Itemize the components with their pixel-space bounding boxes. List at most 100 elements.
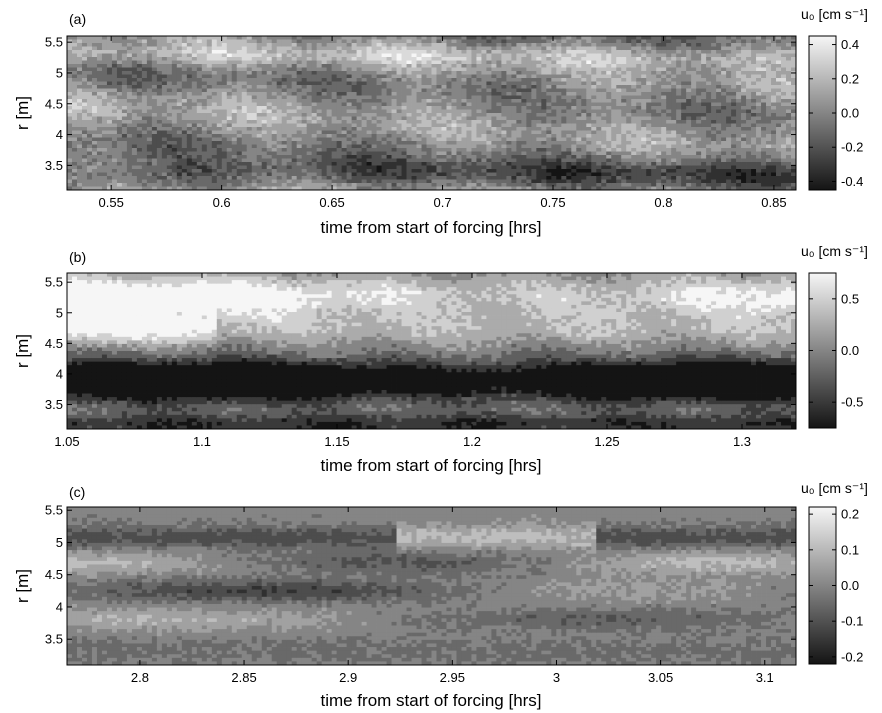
heatmap-cell [106, 106, 113, 110]
heatmap-cell [146, 134, 153, 138]
heatmap-cell [481, 36, 487, 40]
heatmap-cell [126, 130, 133, 135]
heatmap-cell [611, 176, 617, 180]
heatmap-cell [581, 57, 587, 61]
heatmap-cell [551, 134, 557, 138]
heatmap-cell [276, 36, 283, 40]
heatmap-cell [496, 183, 502, 187]
heatmap-cell [276, 85, 283, 89]
heatmap-cell [361, 36, 367, 40]
heatmap-cell [86, 36, 93, 40]
heatmap-cell [361, 172, 367, 177]
heatmap-cell [361, 123, 367, 128]
heatmap-cell [106, 141, 113, 145]
heatmap-cell [306, 123, 313, 128]
heatmap-cell [451, 186, 457, 190]
heatmap-cell [151, 64, 158, 68]
heatmap-cell [571, 134, 577, 138]
heatmap-cell [391, 172, 397, 177]
heatmap-cell [491, 36, 497, 40]
heatmap-cell [171, 81, 178, 86]
heatmap-cell [541, 71, 547, 75]
heatmap-cell [136, 53, 143, 58]
heatmap-cell [231, 130, 238, 135]
heatmap-cell [361, 134, 367, 138]
heatmap-cell [576, 151, 582, 156]
heatmap-cell [401, 64, 407, 68]
heatmap-cell [86, 50, 93, 54]
heatmap-cell [586, 43, 592, 47]
heatmap-cell [271, 50, 278, 54]
heatmap-cell [286, 85, 293, 89]
heatmap-cell [67, 134, 73, 138]
heatmap-cell [581, 78, 587, 82]
heatmap-cell [561, 176, 567, 180]
heatmap-cell [101, 123, 108, 128]
heatmap-cell [631, 71, 637, 75]
heatmap-cell [426, 123, 432, 128]
heatmap-cell [176, 46, 183, 51]
heatmap-cell [481, 109, 487, 114]
heatmap-cell [216, 95, 223, 100]
heatmap-cell [256, 46, 263, 51]
heatmap-cell [326, 162, 333, 166]
heatmap-cell [501, 78, 507, 82]
heatmap-cell [276, 169, 283, 173]
heatmap-cell [361, 81, 367, 86]
heatmap-cell [621, 151, 627, 156]
heatmap-cell [391, 39, 397, 44]
heatmap-cell [176, 39, 183, 44]
heatmap-cell [91, 36, 98, 40]
heatmap-cell [201, 123, 208, 128]
heatmap-cell [516, 71, 522, 75]
heatmap-cell [81, 158, 88, 163]
heatmap-cell [181, 57, 188, 61]
heatmap-cell [116, 92, 123, 96]
heatmap-cell [76, 137, 83, 142]
heatmap-cell [591, 179, 597, 184]
heatmap-cell [191, 78, 198, 82]
heatmap-cell [621, 92, 627, 96]
heatmap-cell [381, 50, 387, 54]
heatmap-cell [161, 36, 168, 40]
heatmap-cell [556, 39, 562, 44]
heatmap-cell [536, 50, 542, 54]
heatmap-cell [436, 67, 442, 72]
heatmap-cell [186, 120, 193, 124]
heatmap-cell [521, 127, 527, 131]
heatmap-cell [121, 46, 128, 51]
heatmap-cell [246, 137, 253, 142]
heatmap-cell [426, 120, 432, 124]
heatmap-cell [606, 109, 612, 114]
heatmap-cell [376, 53, 382, 58]
heatmap-cell [441, 134, 447, 138]
heatmap-cell [466, 155, 472, 159]
heatmap-cell [476, 130, 482, 135]
heatmap-cell [471, 186, 477, 190]
heatmap-cell [76, 179, 83, 184]
heatmap-cell [206, 148, 213, 152]
heatmap-cell [291, 36, 298, 40]
heatmap-cell [226, 88, 233, 93]
heatmap-cell [206, 144, 213, 149]
heatmap-cell [266, 88, 273, 93]
heatmap-cell [296, 169, 303, 173]
heatmap-cell [346, 88, 353, 93]
heatmap-cell [491, 46, 497, 51]
heatmap-cell [181, 134, 188, 138]
heatmap-cell [521, 176, 527, 180]
heatmap-cell [501, 148, 507, 152]
heatmap-cell [391, 92, 397, 96]
heatmap-cell [456, 144, 462, 149]
heatmap-cell [476, 123, 482, 128]
heatmap-cell [541, 60, 547, 65]
heatmap-cell [386, 137, 392, 142]
heatmap-cell [601, 113, 607, 117]
heatmap-cell [481, 127, 487, 131]
heatmap-cell [616, 169, 622, 173]
heatmap-cell [101, 60, 108, 65]
heatmap-cell [361, 85, 367, 89]
heatmap-cell [201, 60, 208, 65]
heatmap-cell [351, 130, 357, 135]
heatmap-cell [486, 165, 492, 170]
